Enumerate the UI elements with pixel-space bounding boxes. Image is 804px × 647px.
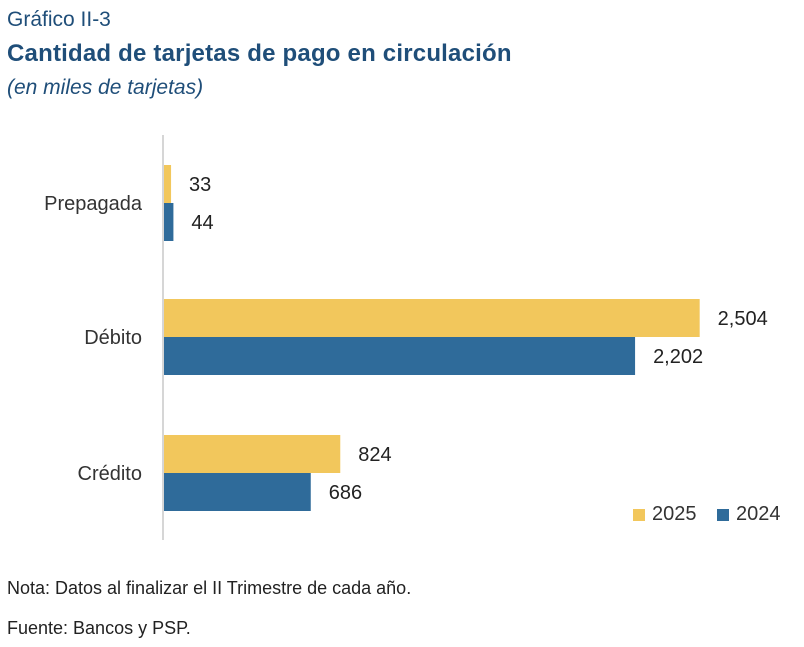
data-label: 2,202 — [653, 346, 703, 368]
chart-title: Cantidad de tarjetas de pago en circulac… — [7, 40, 512, 67]
bar-chart: Prepagada Débito Crédito 33 44 2,504 2,202 824… — [44, 135, 781, 540]
chart-source: Fuente: Bancos y PSP. — [7, 618, 191, 638]
data-label: 44 — [191, 212, 213, 234]
legend-swatch-2025 — [633, 509, 645, 521]
bar-2025-débito — [164, 299, 700, 337]
legend-label: 2024 — [736, 503, 781, 525]
data-label: 686 — [329, 482, 362, 504]
data-label: 824 — [358, 444, 391, 466]
bar-2025-crédito — [164, 435, 341, 473]
bar-2024-prepagada — [164, 203, 174, 241]
data-label: 33 — [189, 174, 211, 196]
data-label: 2,504 — [718, 308, 768, 330]
bar-2024-crédito — [164, 473, 311, 511]
category-label: Prepagada — [44, 193, 143, 215]
bar-2024-débito — [164, 337, 636, 375]
legend-label: 2025 — [652, 503, 697, 525]
category-label: Crédito — [78, 463, 142, 485]
bar-2025-prepagada — [164, 165, 172, 203]
chart-label: Gráfico II-3 — [7, 8, 111, 31]
category-label: Débito — [84, 327, 142, 349]
chart-note: Nota: Datos al finalizar el II Trimestre… — [7, 578, 412, 598]
legend-swatch-2024 — [717, 509, 729, 521]
chart-subtitle: (en miles de tarjetas) — [7, 76, 204, 99]
